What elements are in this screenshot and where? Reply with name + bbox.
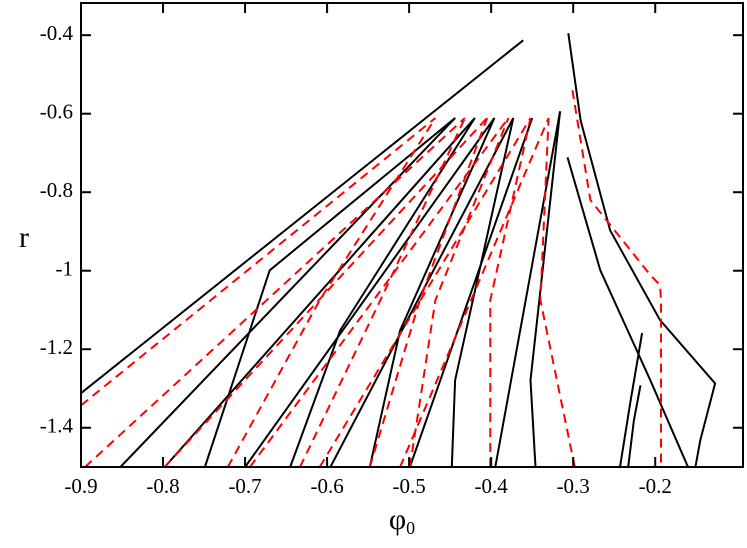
curve [244,117,496,468]
curve [539,117,576,468]
y-axis-label: r [19,221,29,254]
x-tick-label: -0.3 [557,474,590,498]
curve [450,117,515,468]
curve [368,117,496,468]
x-axis-label-sub: 0 [406,518,415,538]
curve [571,89,662,467]
curve [163,117,476,468]
curve [494,111,562,468]
curve [566,157,689,468]
curve [408,117,510,468]
curve [80,39,524,394]
x-axis-label: φ0 [389,503,415,538]
curve [80,117,437,407]
y-tick-label: -0.6 [40,100,73,124]
x-tick-label: -0.5 [393,474,426,498]
curve [318,117,532,468]
curve [368,117,489,468]
curve [619,332,644,468]
curve [399,117,550,468]
x-tick-label: -0.8 [146,474,179,498]
plot-frame [80,2,744,468]
y-tick-label: -1.2 [40,335,73,359]
curve [627,385,642,468]
y-tick-label: -0.8 [40,178,73,202]
y-tick-label: -0.4 [40,21,74,45]
x-tick-label: -0.7 [228,474,261,498]
y-tick-label: -1.4 [40,414,74,438]
curve [226,117,437,468]
curve [567,33,717,468]
curve [299,117,466,468]
curve [529,111,562,468]
x-axis-label-main: φ [389,503,406,536]
y-tick-label: -1 [56,257,74,281]
x-tick-label: -0.9 [64,474,97,498]
curve [408,117,534,468]
curve [163,117,488,468]
curve [489,117,532,467]
x-tick-label: -0.4 [475,474,509,498]
curve [84,117,466,468]
x-tick-label: -0.6 [310,474,343,498]
curve [289,117,476,468]
x-tick-label: -0.2 [639,474,672,498]
